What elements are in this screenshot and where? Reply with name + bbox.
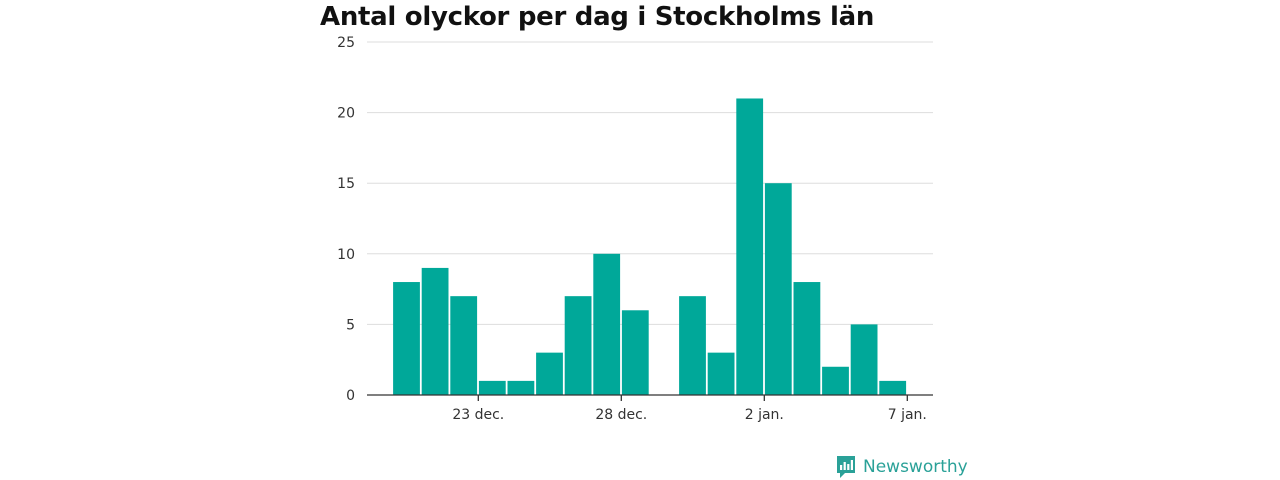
- x-tick-label: 2 jan.: [745, 407, 784, 423]
- axis-layer: 0 5 10 15 20 25 23 dec. 28 dec. 2 jan. 7 jan.: [337, 35, 933, 423]
- bar: [393, 282, 420, 395]
- bar: [621, 310, 649, 395]
- chart-title: Antal olyckor per dag i Stockholms län: [320, 2, 875, 32]
- y-tick-label: 0: [346, 388, 355, 404]
- bar: [679, 296, 706, 395]
- newsworthy-logo-icon: [837, 456, 855, 478]
- x-tick-label: 28 dec.: [595, 407, 647, 423]
- grid-layer: [367, 41, 933, 325]
- bar: [707, 352, 735, 395]
- bars-layer: [393, 98, 907, 395]
- x-tick-label: 23 dec.: [452, 407, 504, 423]
- bar: [850, 324, 878, 395]
- y-tick-label: 15: [337, 176, 355, 192]
- bar: [764, 183, 792, 395]
- x-tick-label: 7 jan.: [888, 407, 927, 423]
- y-tick-label: 5: [346, 317, 355, 333]
- bar: [879, 380, 907, 395]
- y-tick-label: 25: [337, 35, 355, 51]
- bar: [593, 253, 621, 395]
- bar: [421, 267, 449, 395]
- bar: [536, 352, 563, 395]
- brand-name: Newsworthy: [863, 457, 968, 477]
- y-tick-label: 10: [337, 247, 355, 263]
- bar: [478, 380, 506, 395]
- brand-logo: Newsworthy: [835, 454, 968, 480]
- bar: [793, 282, 821, 395]
- y-tick-label: 20: [337, 106, 355, 122]
- bar: [822, 366, 849, 395]
- bar: [450, 296, 478, 395]
- bar: [507, 380, 535, 395]
- bar: [564, 296, 592, 395]
- bar: [736, 98, 764, 395]
